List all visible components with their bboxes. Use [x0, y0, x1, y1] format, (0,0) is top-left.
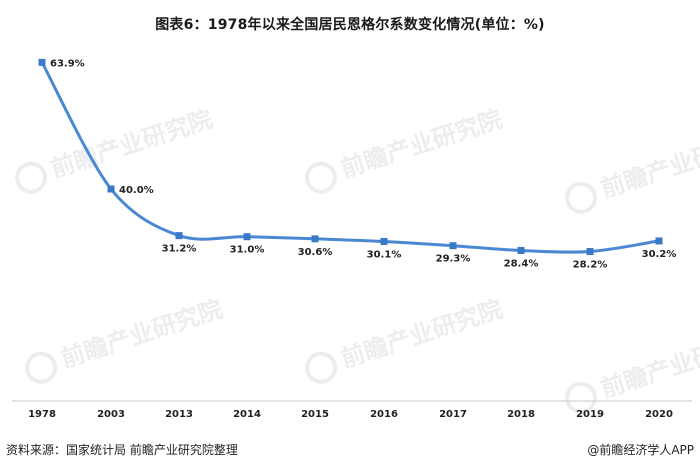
data-point — [586, 248, 594, 256]
data-point — [655, 237, 663, 245]
data-label: 28.2% — [573, 260, 608, 271]
x-tick-label: 2019 — [576, 409, 604, 420]
data-point — [380, 237, 388, 245]
data-label: 30.2% — [642, 249, 677, 260]
data-label: 30.6% — [298, 247, 333, 258]
source-note: 资料来源：国家统计局 前瞻产业研究院整理 — [6, 443, 238, 457]
data-point — [243, 233, 251, 241]
x-tick-label: 2018 — [507, 409, 535, 420]
data-point — [449, 242, 457, 250]
x-tick-label: 2016 — [370, 409, 398, 420]
series-line — [40, 60, 661, 254]
x-tick-label: 2003 — [97, 409, 125, 420]
x-tick-label: 2013 — [165, 409, 193, 420]
data-label: 63.9% — [50, 58, 85, 69]
data-point — [311, 235, 319, 243]
data-label: 31.0% — [230, 245, 265, 256]
data-point — [107, 185, 115, 193]
data-point — [175, 232, 183, 240]
data-label: 29.3% — [436, 254, 471, 265]
data-point — [517, 246, 525, 254]
data-point — [38, 58, 46, 66]
data-label: 30.1% — [367, 249, 402, 260]
data-label: 40.0% — [119, 185, 154, 196]
x-tick-label: 1978 — [28, 409, 56, 420]
x-tick-label: 2014 — [233, 409, 261, 420]
x-tick-label: 2017 — [439, 409, 467, 420]
data-label: 31.2% — [162, 244, 197, 255]
chart-title: 图表6：1978年以来全国居民恩格尔系数变化情况(单位：%) — [155, 17, 545, 33]
x-tick-label: 2020 — [645, 409, 673, 420]
x-tick-label: 2015 — [301, 409, 329, 420]
data-label: 28.4% — [504, 258, 539, 269]
brand-credit: @前瞻经济学人APP — [587, 443, 694, 457]
